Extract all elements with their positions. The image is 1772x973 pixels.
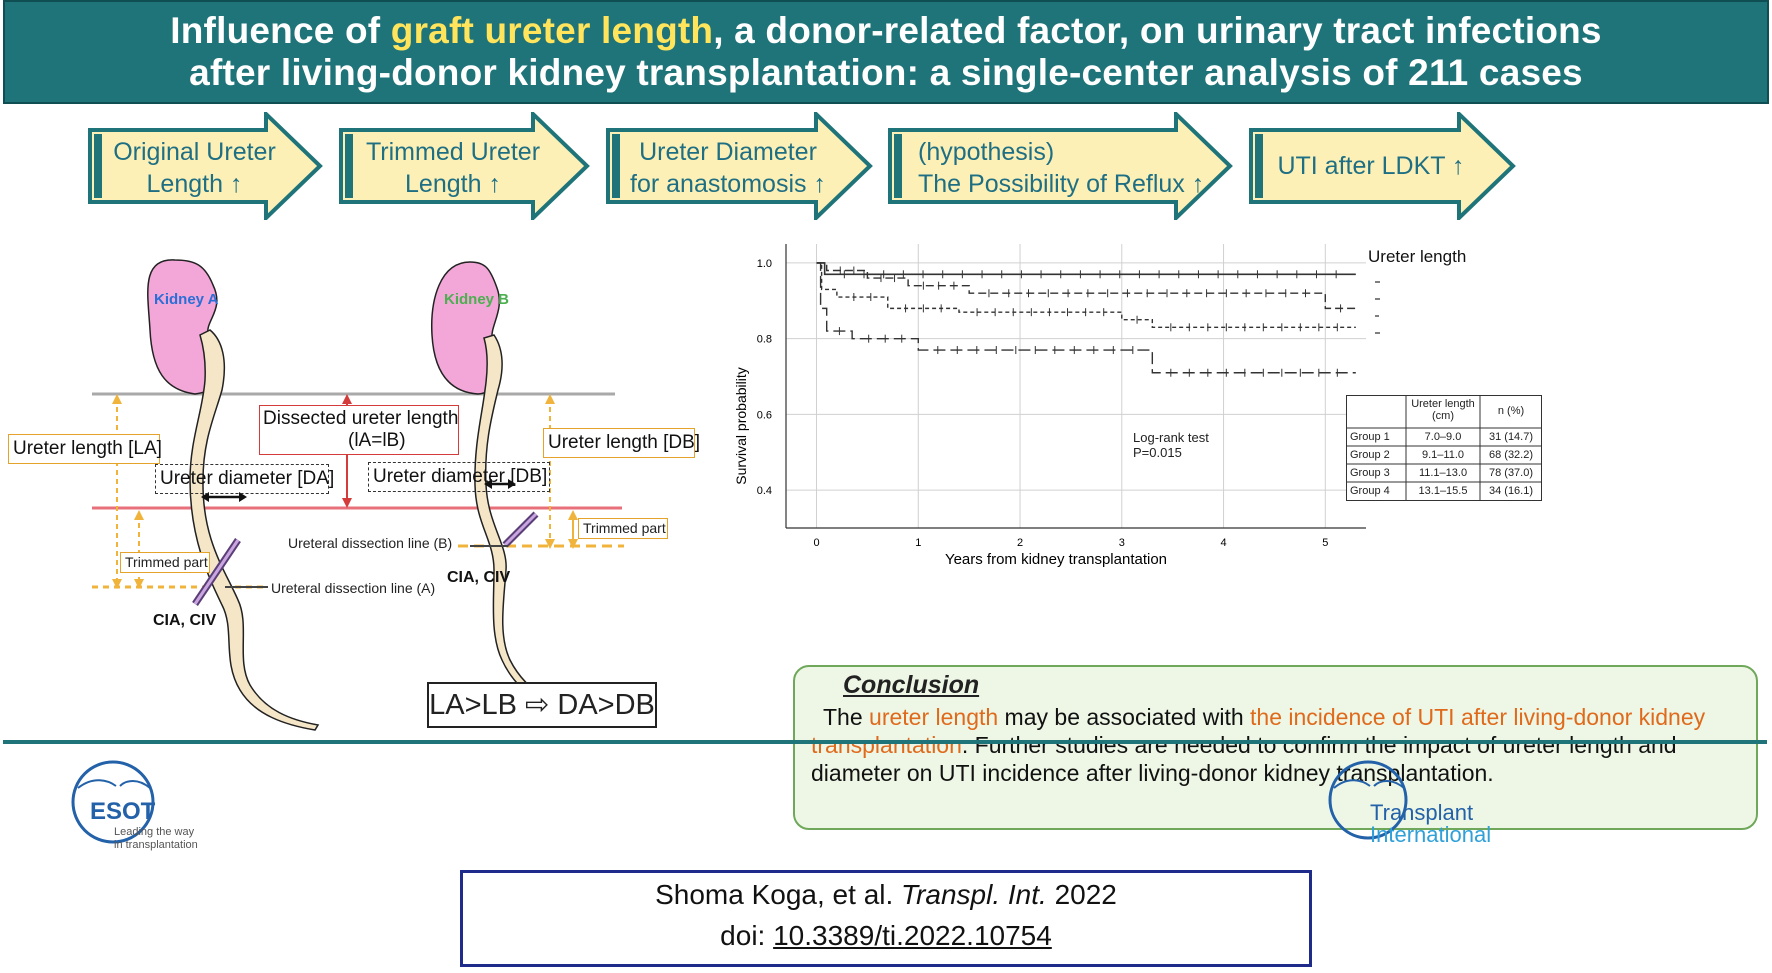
formula-text: LA>LB ⇨ DA>DB <box>429 689 655 721</box>
flow-step-2-line-1: Trimmed Ureter <box>365 138 541 166</box>
flow-step-4: (hypothesis) The Possibility of Reflux ↑ <box>888 112 1234 220</box>
y-tick-label: 0.8 <box>757 334 772 346</box>
legend-swatch-4 <box>1375 332 1380 334</box>
flow-step-3: Ureter Diameter for anastomosis ↑ <box>606 112 874 220</box>
km-series-4 <box>816 262 1356 374</box>
conclusion-title: Conclusion <box>843 671 980 699</box>
km-chart: 0 1 2 3 4 5 0.4 0.6 0.8 1.0 Years from kidney tran… <box>733 244 1380 568</box>
ureter-diameter-b-label: Ureter diameter [DB] <box>373 466 548 487</box>
flow-step-2-line-2: Length ↑ <box>405 170 501 198</box>
trimmed-part-a-box: Trimmed part <box>120 552 210 573</box>
flow-step-4-line-1: (hypothesis) <box>918 138 1055 166</box>
logrank-label: Log-rank test <box>1133 430 1209 445</box>
ureter-b-shape <box>474 334 550 706</box>
table-header-length: Ureter length (cm) <box>1411 398 1475 422</box>
flow-step-5-line-1: UTI after LDKT ↑ <box>1277 152 1465 180</box>
y-tick-label: 1.0 <box>757 258 772 270</box>
vessel-a <box>192 538 241 606</box>
y-tick-label: 0.4 <box>757 485 772 497</box>
flow-step-2: Trimmed Ureter Length ↑ <box>339 112 591 220</box>
title-banner: Influence of graft ureter length, a dono… <box>3 0 1769 104</box>
vessel-b <box>502 511 539 548</box>
table-cell: 9.1–11.0 <box>1421 449 1464 461</box>
ureter-length-b-box: Ureter length [DB] <box>543 428 700 458</box>
table-cell: 13.1–15.5 <box>1418 485 1468 497</box>
ti-wordmark-1: Transplant <box>1370 800 1474 825</box>
citation-box: Shoma Koga, et al. Transpl. Int. 2022 do… <box>460 870 1312 967</box>
ureter-diameter-b-box: Ureter diameter [DB] <box>368 462 550 492</box>
ureter-diameter-a-label: Ureter diameter [DA] <box>160 468 335 489</box>
km-series-2 <box>816 262 1356 310</box>
esot-tagline-1: Leading the way <box>114 826 195 838</box>
dissected-length-line-2: (lA=lB) <box>348 430 406 451</box>
ureter-length-a-box: Ureter length [LA] <box>8 434 162 464</box>
y-tick-label: 0.6 <box>757 409 772 421</box>
esot-tagline-2: in transplantation <box>114 839 198 851</box>
legend-title: Ureter length <box>1368 247 1467 266</box>
flow-step-3-line-2: for anastomosis ↑ <box>630 170 826 198</box>
flow-step-5: UTI after LDKT ↑ <box>1249 112 1517 220</box>
kidney-a-label: Kidney A <box>154 291 219 308</box>
kidney-b-label: Kidney B <box>444 291 510 308</box>
km-series-1 <box>816 262 1356 276</box>
formula-box: LA>LB ⇨ DA>DB <box>427 682 657 728</box>
x-tick-label: 3 <box>1119 537 1125 549</box>
flow-step-1-line-1: Original Ureter <box>113 138 276 166</box>
legend-swatch-1 <box>1375 281 1380 283</box>
flow-step-1: Original Ureter Length ↑ <box>88 112 324 220</box>
citation-line-2: doi: 10.3389/ti.2022.10754 <box>720 920 1052 951</box>
conclusion-text: The ureter length may be associated with… <box>811 704 1706 786</box>
flow-step-3-line-1: Ureter Diameter <box>639 138 817 166</box>
table-cell: 68 (32.2) <box>1488 449 1534 461</box>
x-tick-label: 0 <box>813 537 819 549</box>
legend-swatch-3 <box>1375 315 1380 317</box>
x-tick-label: 5 <box>1322 537 1328 549</box>
dissection-line-b-label: Ureteral dissection line (B) <box>288 535 453 551</box>
citation-line-1: Shoma Koga, et al. Transpl. Int. 2022 <box>655 879 1117 910</box>
logrank-p: P=0.015 <box>1133 445 1182 460</box>
doi-link[interactable]: 10.3389/ti.2022.10754 <box>773 920 1052 951</box>
ureter-a-shape <box>189 329 320 731</box>
table-cell: Group 2 <box>1350 449 1390 461</box>
dissected-length-line-1: Dissected ureter length <box>263 408 459 429</box>
table-cell: Group 1 <box>1350 431 1390 443</box>
group-table: Ureter length (cm) n (%) Group 1 7.0–9.0… <box>1346 395 1542 501</box>
cia-civ-b-label: CIA, CIV <box>447 569 511 586</box>
trimmed-part-a-label: Trimmed part <box>125 554 208 570</box>
table-cell: 31 (14.7) <box>1488 431 1534 443</box>
legend-swatch-2 <box>1375 298 1380 300</box>
conclusion-box: Conclusion The ureter length may be asso… <box>793 665 1758 830</box>
ureter-diagram <box>92 259 624 731</box>
y-axis-label: Survival probability <box>733 367 749 485</box>
trimmed-part-b-label: Trimmed part <box>583 520 666 536</box>
ureter-diameter-a-box: Ureter diameter [DA] <box>155 464 334 494</box>
table-cell: 34 (16.1) <box>1488 485 1534 497</box>
table-cell: 11.1–13.0 <box>1418 467 1468 479</box>
table-cell: 78 (37.0) <box>1488 467 1534 479</box>
table-cell: 7.0–9.0 <box>1424 431 1462 443</box>
dissection-line-a-label: Ureteral dissection line (A) <box>271 580 436 596</box>
x-tick-label: 4 <box>1220 537 1226 549</box>
ureter-length-b-label: Ureter length [DB] <box>548 432 701 453</box>
bottom-divider <box>3 740 1767 744</box>
table-cell: Group 4 <box>1350 485 1390 497</box>
table-cell: Group 3 <box>1350 467 1390 479</box>
trimmed-part-b-box: Trimmed part <box>578 518 668 539</box>
x-tick-label: 1 <box>915 537 921 549</box>
ti-logo: Transplant International <box>1326 760 1526 850</box>
esot-logo: ESOT Leading the way in transplantation <box>68 758 228 858</box>
esot-wordmark: ESOT <box>90 798 156 825</box>
title-line-1: Influence of graft ureter length, a dono… <box>170 10 1602 51</box>
table-header-n: n (%) <box>1497 405 1525 417</box>
x-tick-label: 2 <box>1017 537 1023 549</box>
x-axis-label: Years from kidney transplantation <box>945 551 1167 568</box>
flow-step-4-line-2: The Possibility of Reflux ↑ <box>918 170 1205 198</box>
ti-wordmark-2: International <box>1370 822 1492 847</box>
title-line-2: after living-donor kidney transplantatio… <box>189 52 1583 93</box>
ureter-length-a-label: Ureter length [LA] <box>13 438 162 459</box>
dissected-length-box: Dissected ureter length (lA=lB) <box>259 405 459 455</box>
km-series-3 <box>816 262 1356 329</box>
flow-step-1-line-2: Length ↑ <box>146 170 243 198</box>
cia-civ-a-label: CIA, CIV <box>153 612 217 629</box>
